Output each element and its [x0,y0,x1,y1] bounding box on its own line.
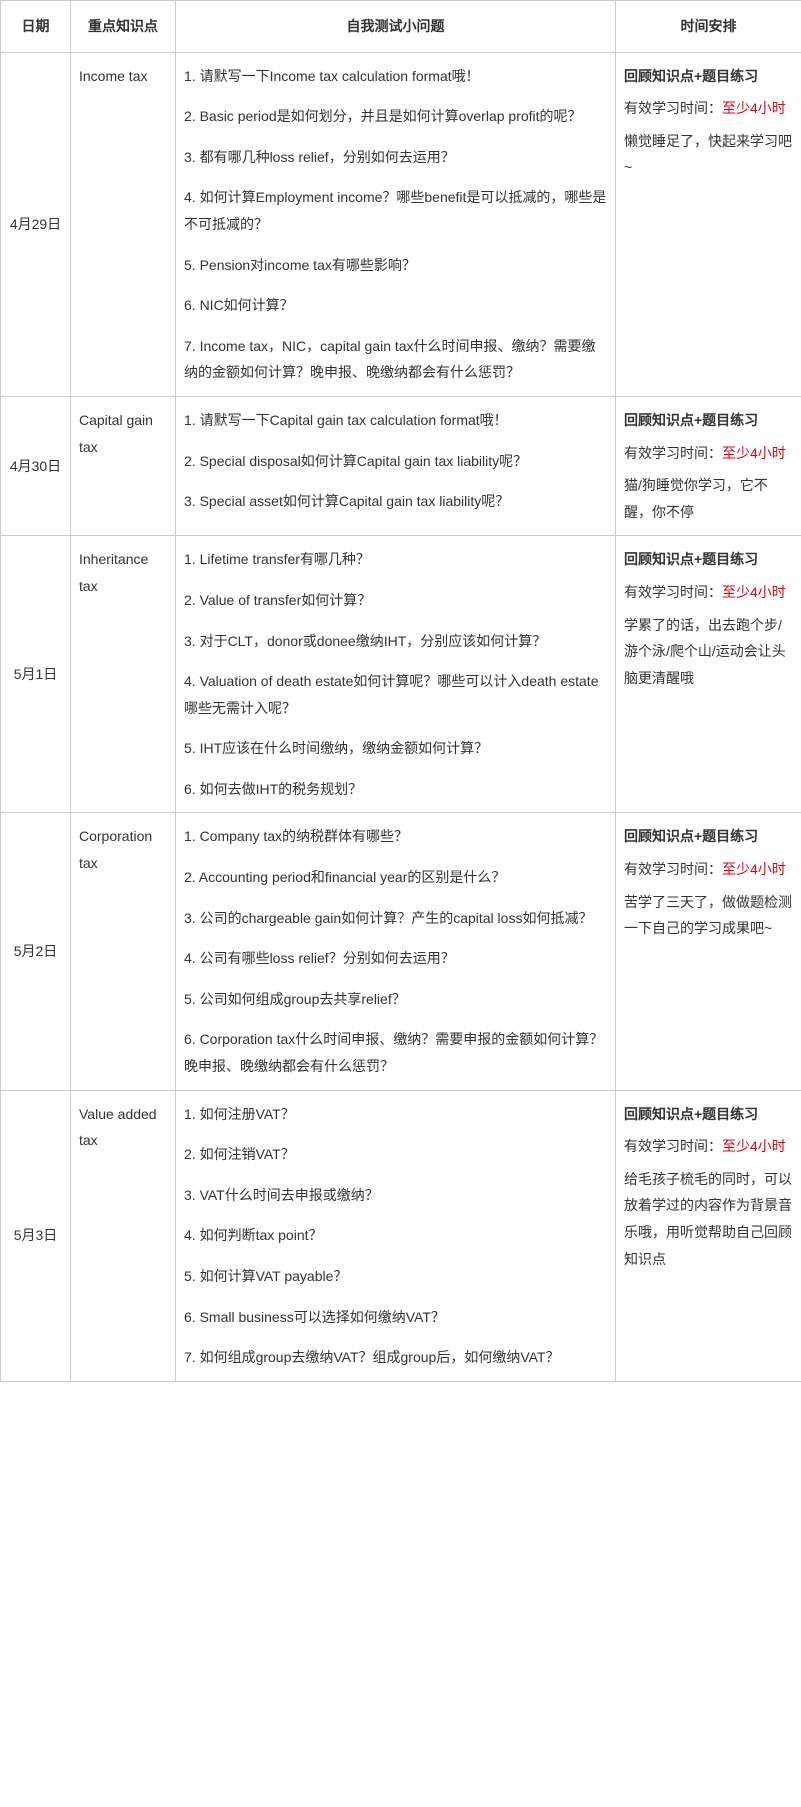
topic-cell: Income tax [71,52,176,396]
questions-cell: 1. 请默写一下Capital gain tax calculation for… [176,396,616,535]
schedule-cell: 回顾知识点+题目练习有效学习时间：至少4小时给毛孩子梳毛的同时，可以放着学过的内… [616,1090,801,1381]
question-item: 2. Basic period是如何划分，并且是如何计算overlap prof… [184,103,607,130]
schedule-cell: 回顾知识点+题目练习有效学习时间：至少4小时懒觉睡足了，快起来学习吧~ [616,52,801,396]
question-item: 2. Value of transfer如何计算？ [184,587,607,614]
schedule-time-label: 有效学习时间： [624,584,722,600]
study-plan-table: 日期 重点知识点 自我测试小问题 时间安排 4月29日Income tax1. … [0,0,801,1382]
question-item: 4. 如何计算Employment income？哪些benefit是可以抵减的… [184,184,607,237]
schedule-time-value: 至少4小时 [722,584,786,600]
question-item: 1. Lifetime transfer有哪几种？ [184,546,607,573]
date-cell: 5月2日 [1,813,71,1090]
table-row: 5月1日Inheritance tax1. Lifetime transfer有… [1,536,801,813]
table-row: 5月3日Value added tax 1. 如何注册VAT？ 2. 如何注销VAT… [1,1090,801,1381]
schedule-title: 回顾知识点+题目练习 [624,1101,793,1128]
question-item: 3. 都有哪几种loss relief，分别如何去运用？ [184,144,607,171]
question-item: 3. Special asset如何计算Capital gain tax lia… [184,488,607,515]
question-item: 2. Accounting period和financial year的区别是什… [184,864,607,891]
questions-cell: 1. 请默写一下Income tax calculation format哦！ 2… [176,52,616,396]
table-container: 日期 重点知识点 自我测试小问题 时间安排 4月29日Income tax1. … [0,0,801,1382]
schedule-title: 回顾知识点+题目练习 [624,823,793,850]
question-item: 4. 如何判断tax point？ [184,1222,607,1249]
topic-cell: Corporation tax [71,813,176,1090]
schedule-note: 给毛孩子梳毛的同时，可以放着学过的内容作为背景音乐哦，用听觉帮助自己回顾知识点 [624,1166,793,1272]
question-item: 7. 如何组成group去缴纳VAT？组成group后，如何缴纳VAT？ [184,1344,607,1371]
question-item: 2. Special disposal如何计算Capital gain tax … [184,448,607,475]
schedule-note: 懒觉睡足了，快起来学习吧~ [624,128,793,181]
questions-cell: 1. Lifetime transfer有哪几种？ 2. Value of tra… [176,536,616,813]
date-cell: 5月3日 [1,1090,71,1381]
schedule-note: 学累了的话，出去跑个步/游个泳/爬个山/运动会让头脑更清醒哦 [624,612,793,692]
question-item: 3. 公司的chargeable gain如何计算？产生的capital los… [184,905,607,932]
question-item: 5. Pension对income tax有哪些影响？ [184,252,607,279]
question-item: 7. Income tax，NIC，capital gain tax什么时间申报… [184,333,607,386]
question-item: 6. Corporation tax什么时间申报、缴纳？需要申报的金额如何计算？… [184,1026,607,1079]
topic-cell: Capital gain tax [71,396,176,535]
schedule-time-value: 至少4小时 [722,861,786,877]
topic-cell: Inheritance tax [71,536,176,813]
schedule-time: 有效学习时间：至少4小时 [624,440,793,467]
date-cell: 4月30日 [1,396,71,535]
schedule-time-label: 有效学习时间： [624,1138,722,1154]
header-questions: 自我测试小问题 [176,1,616,53]
schedule-time-label: 有效学习时间： [624,445,722,461]
question-item: 1. 请默写一下Capital gain tax calculation for… [184,407,607,434]
header-date: 日期 [1,1,71,53]
schedule-time-label: 有效学习时间： [624,100,722,116]
schedule-time: 有效学习时间：至少4小时 [624,1133,793,1160]
schedule-time-value: 至少4小时 [722,100,786,116]
schedule-title: 回顾知识点+题目练习 [624,63,793,90]
table-row: 5月2日Corporation tax1. Company tax的纳税群体有哪… [1,813,801,1090]
topic-cell: Value added tax [71,1090,176,1381]
schedule-time-value: 至少4小时 [722,1138,786,1154]
question-item: 5. IHT应该在什么时间缴纳，缴纳金额如何计算？ [184,735,607,762]
questions-cell: 1. 如何注册VAT？ 2. 如何注销VAT？ 3. VAT什么时间去申报或缴纳？ 4… [176,1090,616,1381]
question-item: 4. 公司有哪些loss relief？分别如何去运用？ [184,945,607,972]
question-item: 6. 如何去做IHT的税务规划？ [184,776,607,803]
question-item: 2. 如何注销VAT？ [184,1141,607,1168]
schedule-cell: 回顾知识点+题目练习有效学习时间：至少4小时苦学了三天了，做做题检测一下自己的学… [616,813,801,1090]
question-item: 1. Company tax的纳税群体有哪些？ [184,823,607,850]
schedule-cell: 回顾知识点+题目练习有效学习时间：至少4小时猫/狗睡觉你学习，它不醒，你不停 [616,396,801,535]
question-item: 3. 对于CLT，donor或donee缴纳IHT，分别应该如何计算？ [184,628,607,655]
question-item: 5. 公司如何组成group去共享relief？ [184,986,607,1013]
question-item: 1. 如何注册VAT？ [184,1101,607,1128]
schedule-title: 回顾知识点+题目练习 [624,546,793,573]
questions-cell: 1. Company tax的纳税群体有哪些？ 2. Accounting per… [176,813,616,1090]
schedule-time: 有效学习时间：至少4小时 [624,579,793,606]
question-item: 1. 请默写一下Income tax calculation format哦！ [184,63,607,90]
schedule-note: 苦学了三天了，做做题检测一下自己的学习成果吧~ [624,889,793,942]
header-row: 日期 重点知识点 自我测试小问题 时间安排 [1,1,801,53]
schedule-cell: 回顾知识点+题目练习有效学习时间：至少4小时学累了的话，出去跑个步/游个泳/爬个… [616,536,801,813]
header-schedule: 时间安排 [616,1,801,53]
question-item: 5. 如何计算VAT payable？ [184,1263,607,1290]
table-row: 4月29日Income tax1. 请默写一下Income tax calcul… [1,52,801,396]
header-topic: 重点知识点 [71,1,176,53]
schedule-time: 有效学习时间：至少4小时 [624,95,793,122]
question-item: 6. NIC如何计算？ [184,292,607,319]
schedule-time-value: 至少4小时 [722,445,786,461]
schedule-title: 回顾知识点+题目练习 [624,407,793,434]
question-item: 3. VAT什么时间去申报或缴纳？ [184,1182,607,1209]
question-item: 4. Valuation of death estate如何计算呢？哪些可以计入… [184,668,607,721]
question-item: 6. Small business可以选择如何缴纳VAT？ [184,1304,607,1331]
table-row: 4月30日Capital gain tax 1. 请默写一下Capital gai… [1,396,801,535]
date-cell: 4月29日 [1,52,71,396]
schedule-note: 猫/狗睡觉你学习，它不醒，你不停 [624,472,793,525]
schedule-time: 有效学习时间：至少4小时 [624,856,793,883]
date-cell: 5月1日 [1,536,71,813]
schedule-time-label: 有效学习时间： [624,861,722,877]
